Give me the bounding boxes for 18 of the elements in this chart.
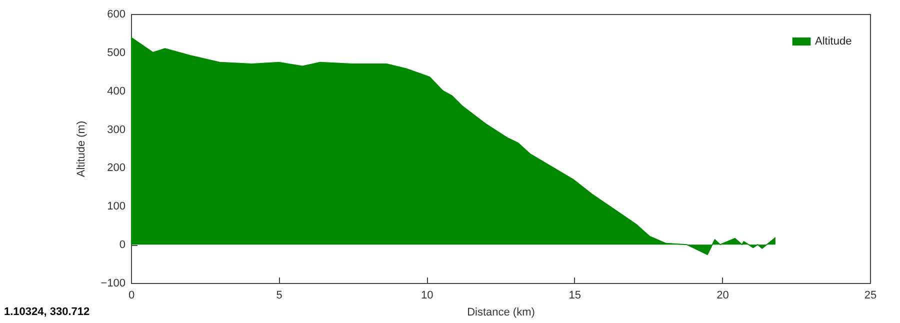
legend-label: Altitude — [815, 36, 852, 48]
x-tick-label: 10 — [420, 290, 434, 302]
x-tick-label: 15 — [568, 290, 582, 302]
y-tick-label: −100 — [100, 278, 126, 290]
text: 1.10324, 330.712 — [4, 306, 90, 318]
x-tick-label: 0 — [128, 290, 135, 302]
y-tick-label: 0 — [119, 239, 126, 252]
y-tick-label: 300 — [107, 124, 126, 136]
y-tick-label: 100 — [107, 200, 126, 213]
x-tick-label: 25 — [864, 290, 877, 302]
x-tick-label: 20 — [716, 290, 729, 302]
y-tick-label: 400 — [107, 85, 126, 98]
y-tick-label: 600 — [107, 8, 126, 20]
x-tick-label: 5 — [276, 290, 282, 302]
y-tick-label: 200 — [107, 162, 126, 174]
x-axis-title: Distance (km) — [467, 306, 535, 318]
y-tick-label: 500 — [107, 46, 126, 59]
y-axis-title: Altitude (m) — [76, 120, 88, 178]
